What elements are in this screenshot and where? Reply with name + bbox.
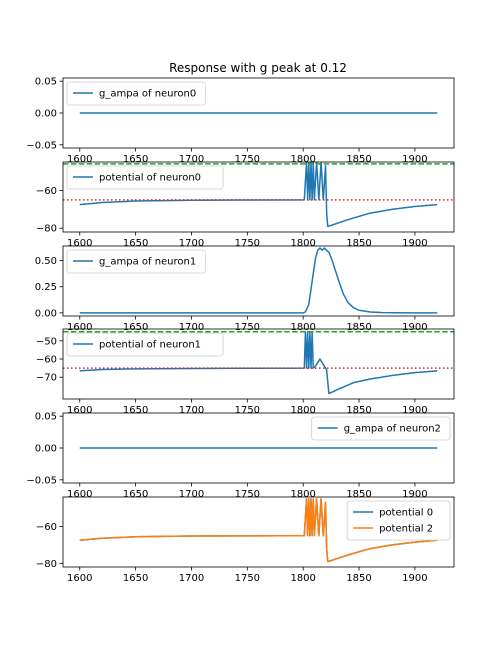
legend-box-1	[66, 165, 224, 190]
legend-box-4	[311, 416, 451, 441]
x-tick-label-1-1: 1650	[123, 238, 148, 249]
legend-1: potential of neuron0	[66, 165, 224, 190]
x-tick-label-0-6: 1900	[402, 154, 427, 165]
legend-box-3	[66, 332, 224, 357]
figure-title: Response with g peak at 0.12	[169, 61, 347, 75]
legend-box-2	[66, 249, 206, 274]
x-tick-label-0-5: 1850	[346, 154, 371, 165]
series-line-2-0	[79, 247, 438, 314]
x-tick-label-1-6: 1900	[402, 238, 427, 249]
y-tick-label-3-1: −60	[36, 355, 57, 366]
x-tick-label-3-0: 1600	[67, 405, 92, 416]
subplot-5: 1600 1650 1700 1750 1800 1850 1900 −60 −80 potent…	[36, 496, 455, 584]
legend-box-0	[66, 81, 206, 106]
plot-area-3	[63, 330, 454, 395]
x-tick-label-0-2: 1700	[179, 154, 204, 165]
legend-3: potential of neuron1	[66, 332, 224, 357]
x-tick-label-3-4: 1800	[290, 405, 315, 416]
y-tick-label-2-1: 0.25	[35, 282, 57, 293]
axes-frame-1	[62, 161, 455, 233]
y-tick-label-1-1: −80	[36, 224, 57, 235]
x-tick-label-2-4: 1800	[290, 322, 315, 333]
legend-label-1-0: potential of neuron0	[99, 173, 201, 184]
x-tick-label-4-5: 1850	[346, 489, 371, 500]
subplot-3: 1600 1650 1700 1750 1800 1850 1900 −50 −60 −70 pot…	[36, 328, 455, 416]
axes-frame-5	[62, 496, 455, 568]
x-tick-label-1-5: 1850	[346, 238, 371, 249]
x-tick-label-4-4: 1800	[290, 489, 315, 500]
x-tick-label-4-6: 1900	[402, 489, 427, 500]
x-tick-label-5-2: 1700	[179, 573, 204, 584]
legend-label-5-0: potential 0	[379, 508, 433, 519]
x-tick-label-4-2: 1700	[179, 489, 204, 500]
series-line-5-1	[79, 498, 438, 563]
axes-frame-3	[62, 328, 455, 400]
x-tick-label-5-0: 1600	[67, 573, 92, 584]
x-tick-label-4-3: 1750	[235, 489, 260, 500]
legend-2: g_ampa of neuron1	[66, 249, 206, 274]
axes-frame-2	[62, 245, 455, 317]
legend-box-5	[346, 500, 451, 541]
x-tick-label-3-2: 1700	[179, 405, 204, 416]
y-tick-label-0-2: −0.05	[26, 140, 57, 151]
x-tick-label-3-5: 1850	[346, 405, 371, 416]
legend-label-5-1: potential 2	[379, 524, 433, 535]
x-tick-label-5-4: 1800	[290, 573, 315, 584]
x-tick-label-1-2: 1700	[179, 238, 204, 249]
x-tick-label-2-6: 1900	[402, 322, 427, 333]
y-tick-label-2-0: 0.50	[35, 256, 57, 267]
x-tick-label-1-4: 1800	[290, 238, 315, 249]
subplot-2: 1600 1650 1700 1750 1800 1850 1900 0.50 0.25 0.00…	[35, 245, 455, 333]
y-tick-label-4-0: 0.05	[35, 412, 57, 423]
x-tick-label-1-3: 1750	[235, 238, 260, 249]
y-tick-label-5-0: −60	[36, 522, 57, 533]
legend-4: g_ampa of neuron2	[311, 416, 451, 441]
y-tick-label-4-2: −0.05	[26, 475, 57, 486]
x-tick-label-3-6: 1900	[402, 405, 427, 416]
legend-label-2-0: g_ampa of neuron1	[99, 257, 196, 268]
x-tick-label-5-1: 1650	[123, 573, 148, 584]
series-line-1-0	[79, 162, 438, 228]
legend-5: potential 0 potential 2	[346, 500, 451, 541]
x-tick-label-2-5: 1850	[346, 322, 371, 333]
plot-area-1	[63, 162, 454, 228]
x-tick-label-0-1: 1650	[123, 154, 148, 165]
x-tick-label-1-0: 1600	[67, 238, 92, 249]
x-tick-label-2-0: 1600	[67, 322, 92, 333]
y-tick-label-0-1: 0.00	[35, 109, 57, 120]
x-tick-label-5-3: 1750	[235, 573, 260, 584]
subplots: 1600 1650 1700 1750 1800 1850 1900 0.05 0.00 −0.0…	[26, 77, 455, 584]
legend-label-3-0: potential of neuron1	[99, 340, 201, 351]
legend-label-0-0: g_ampa of neuron0	[99, 89, 196, 100]
plot-area-2	[79, 247, 438, 314]
plot-area-5	[79, 498, 438, 563]
x-tick-label-2-3: 1750	[235, 322, 260, 333]
x-tick-label-2-1: 1650	[123, 322, 148, 333]
x-tick-label-3-3: 1750	[235, 405, 260, 416]
y-tick-label-5-1: −80	[36, 559, 57, 570]
x-tick-label-5-6: 1900	[402, 573, 427, 584]
x-tick-label-4-1: 1650	[123, 489, 148, 500]
legend-0: g_ampa of neuron0	[66, 81, 206, 106]
x-tick-label-2-2: 1700	[179, 322, 204, 333]
y-tick-label-3-2: −70	[36, 373, 57, 384]
x-tick-label-3-1: 1650	[123, 405, 148, 416]
y-tick-label-3-0: −50	[36, 336, 57, 347]
x-tick-label-5-5: 1850	[346, 573, 371, 584]
x-tick-label-0-3: 1750	[235, 154, 260, 165]
y-tick-label-1-0: −60	[36, 186, 57, 197]
series-line-3-0	[79, 330, 438, 395]
subplot-1: 1600 1650 1700 1750 1800 1850 1900 −60 −80 potent…	[36, 161, 455, 249]
x-tick-label-0-4: 1800	[290, 154, 315, 165]
y-tick-label-0-0: 0.05	[35, 77, 57, 88]
y-tick-label-4-1: 0.00	[35, 444, 57, 455]
x-tick-label-0-0: 1600	[67, 154, 92, 165]
legend-label-4-0: g_ampa of neuron2	[344, 424, 441, 435]
subplot-0: 1600 1650 1700 1750 1800 1850 1900 0.05 0.00 −0.0…	[26, 77, 455, 165]
subplot-4: 1600 1650 1700 1750 1800 1850 1900 0.05 0.00 −0.0…	[26, 412, 455, 500]
x-tick-label-4-0: 1600	[67, 489, 92, 500]
y-tick-label-2-2: 0.00	[35, 308, 57, 319]
